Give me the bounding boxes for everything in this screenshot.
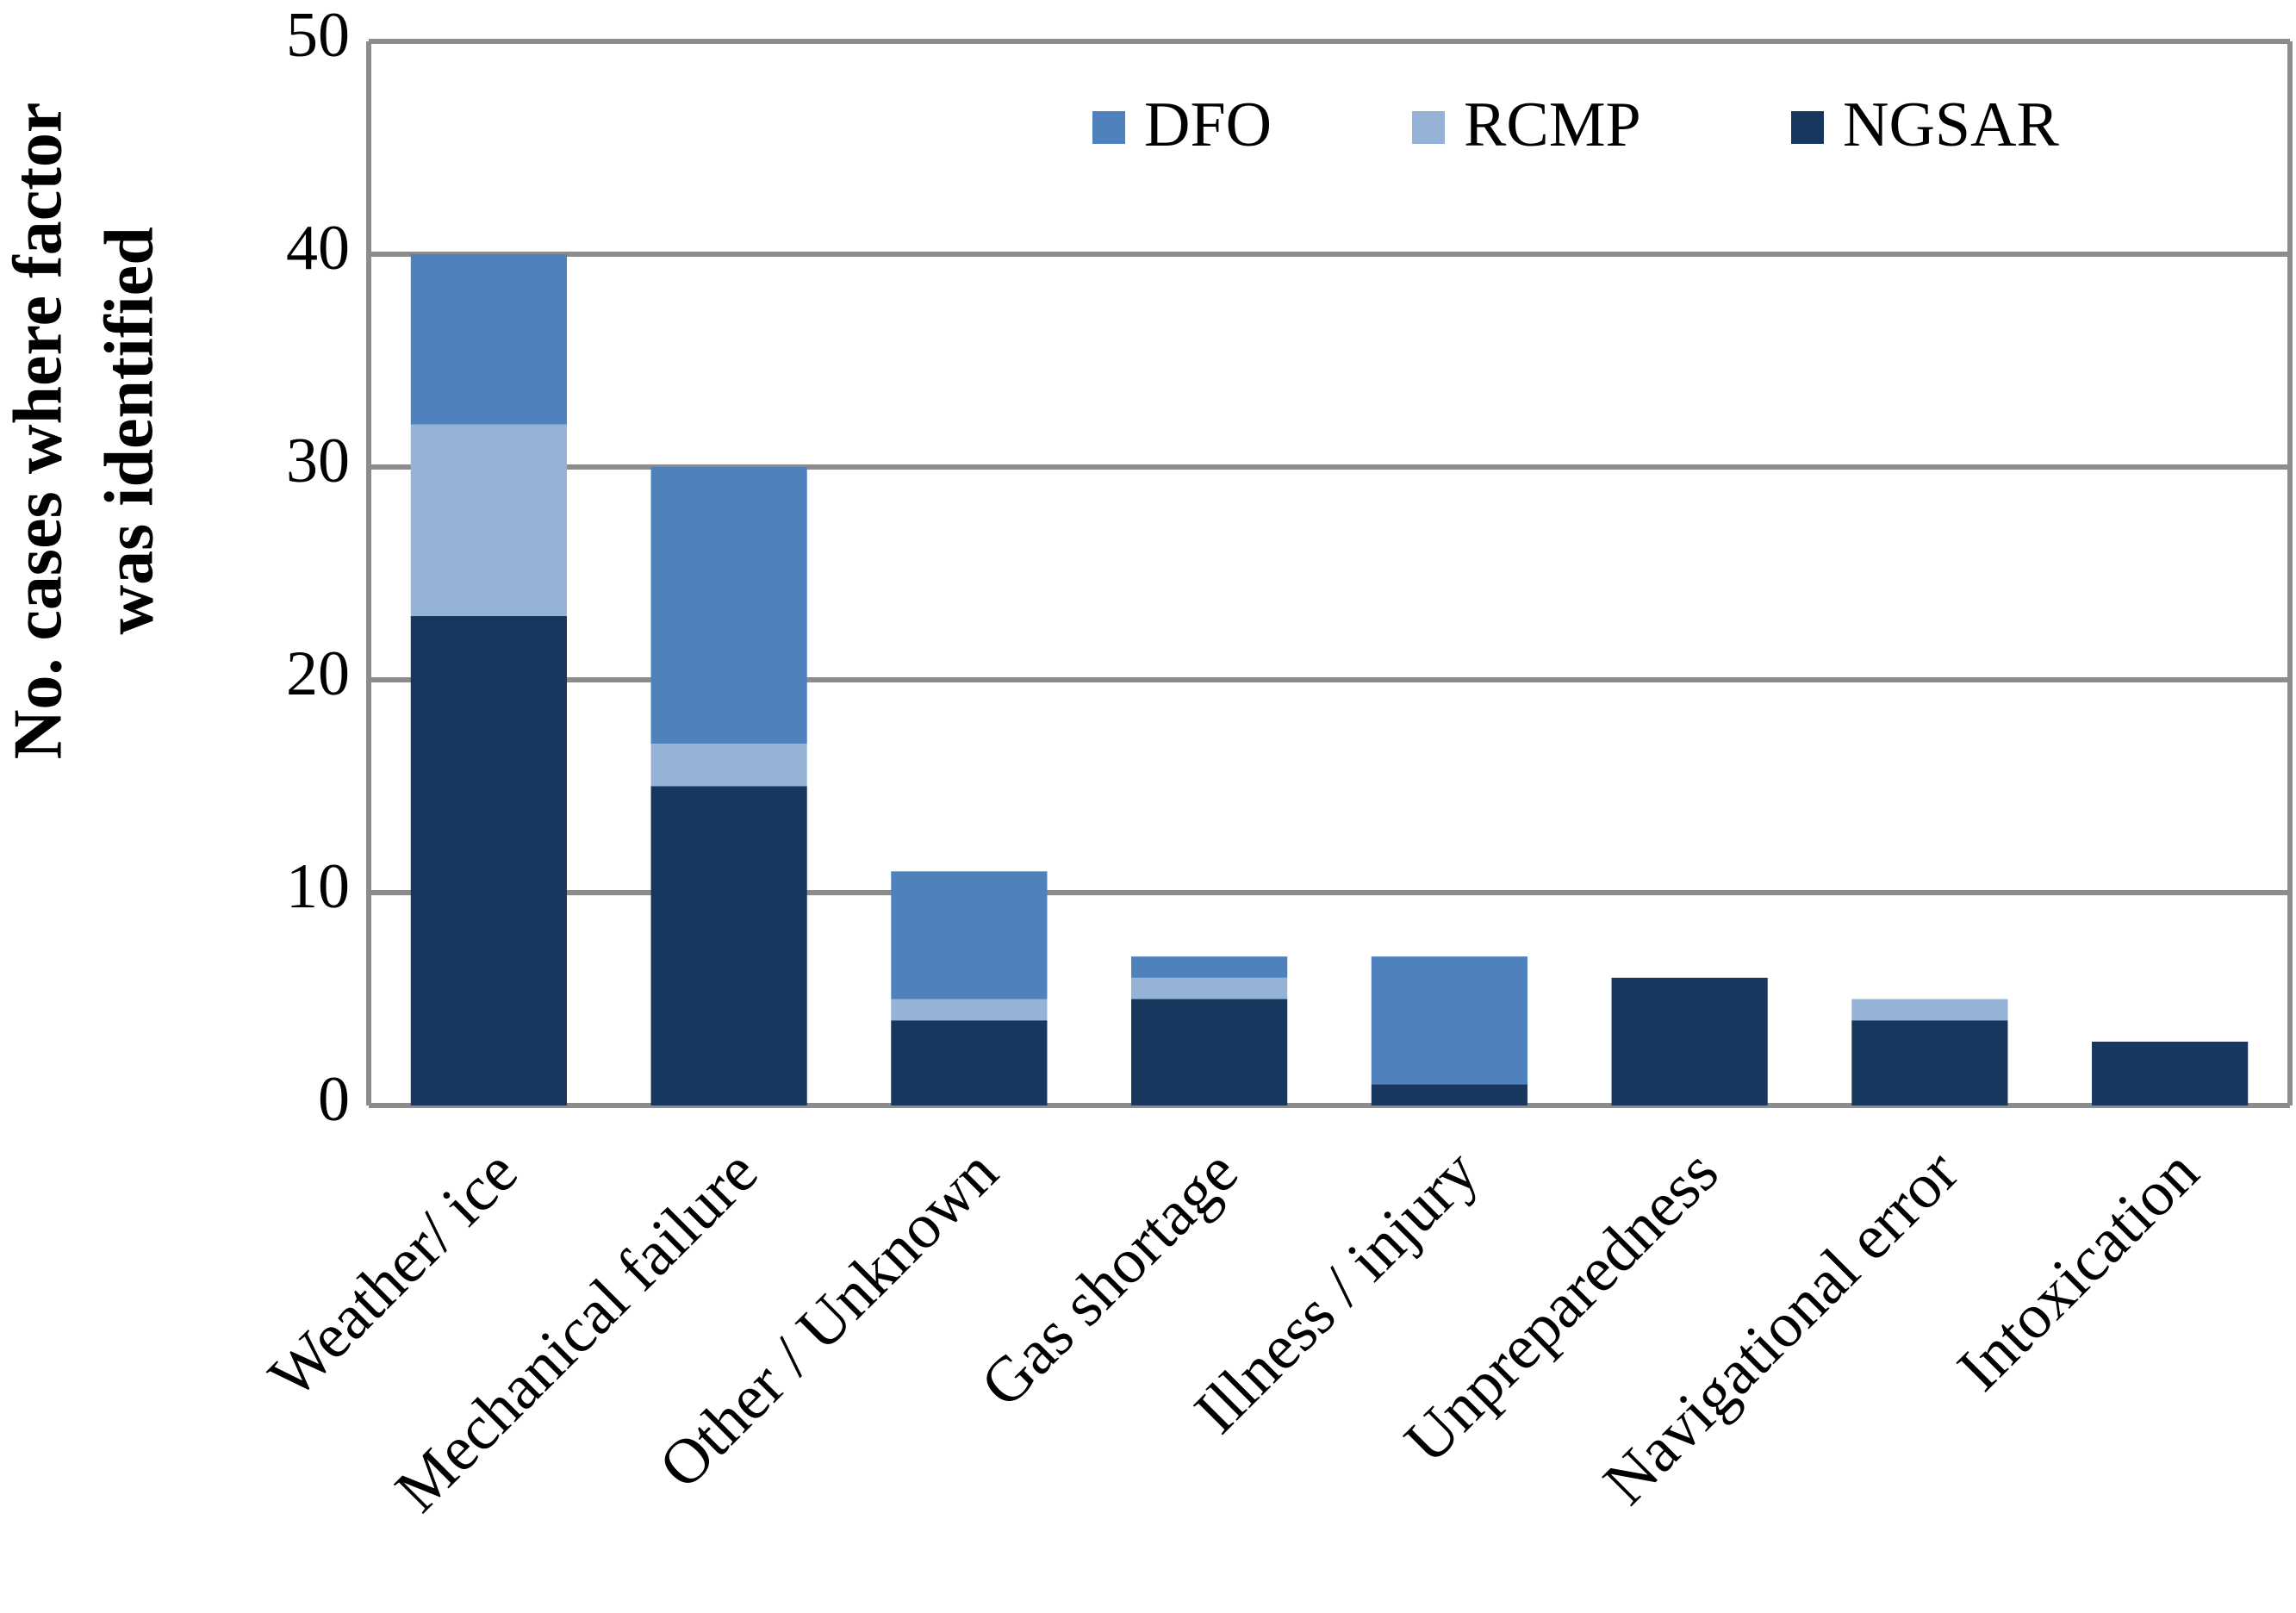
legend-label: RCMP xyxy=(1464,90,1641,160)
bar-segment xyxy=(1371,1084,1528,1105)
bar-segment xyxy=(650,467,807,744)
bar-segment xyxy=(1371,956,1528,1085)
y-tick-label: 50 xyxy=(286,0,350,71)
y-tick-label: 0 xyxy=(318,1064,350,1135)
bar-segment xyxy=(1131,956,1288,978)
bar-segment xyxy=(2092,1041,2249,1105)
bar-segment xyxy=(1851,1020,2008,1105)
bar-segment xyxy=(650,786,807,1105)
legend-label: NGSAR xyxy=(1843,90,2059,160)
bar-segment xyxy=(410,424,567,616)
bar-segment xyxy=(1851,999,2008,1021)
x-tick-label: Intoxication xyxy=(1944,1137,2212,1404)
y-tick-label: 10 xyxy=(286,851,350,922)
legend-swatch xyxy=(1791,111,1824,144)
bar-segment xyxy=(891,1020,1048,1105)
bar-segment xyxy=(891,999,1048,1021)
y-tick-label: 40 xyxy=(286,213,350,283)
y-axis-label: was identified xyxy=(91,227,167,634)
bar-segment xyxy=(891,871,1048,1000)
legend-label: DFO xyxy=(1144,90,1272,160)
legend-swatch xyxy=(1092,111,1125,144)
y-axis-label: No. cases where factor xyxy=(0,103,76,760)
bar-segment xyxy=(410,615,567,1105)
bar-segment xyxy=(1611,977,1768,1105)
bar-segment xyxy=(1131,999,1288,1105)
bar-segment xyxy=(650,744,807,787)
y-tick-label: 20 xyxy=(286,638,350,709)
bar-segment xyxy=(410,254,567,425)
legend-swatch xyxy=(1412,111,1445,144)
bar-segment xyxy=(1131,977,1288,1000)
y-tick-label: 30 xyxy=(286,426,350,496)
